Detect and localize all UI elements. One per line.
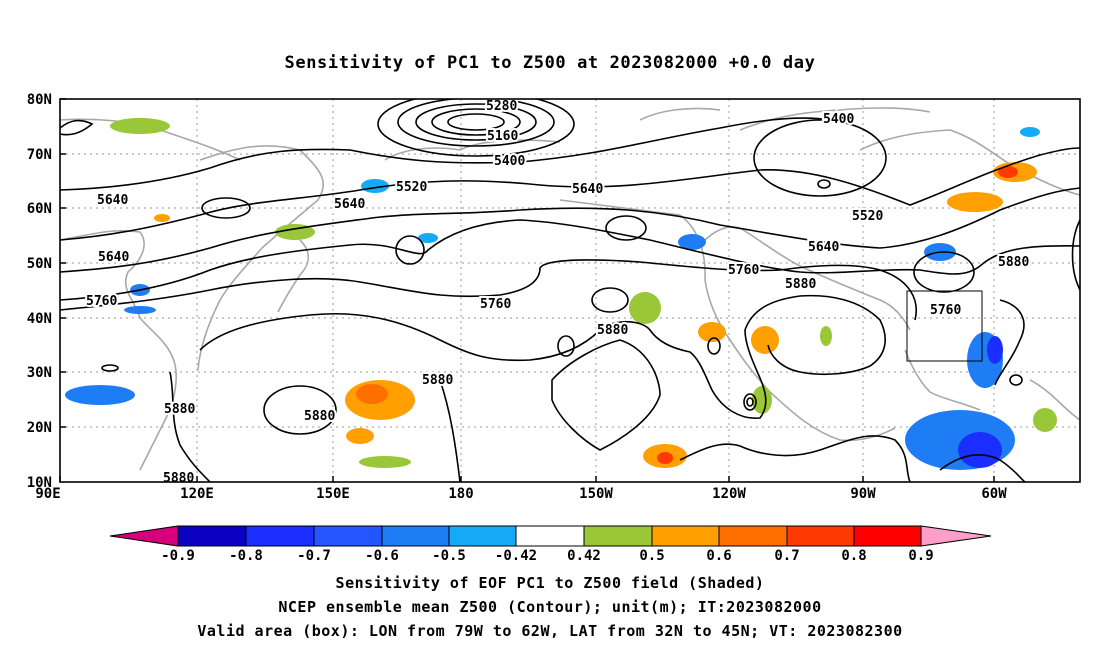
contour-label: 5640 xyxy=(808,240,839,255)
caption-line-2: NCEP ensemble mean Z500 (Contour); unit(… xyxy=(278,598,822,616)
contour-label: 5520 xyxy=(852,209,883,224)
figure-title: Sensitivity of PC1 to Z500 at 2023082000… xyxy=(285,53,816,73)
contour-label: 5280 xyxy=(486,99,517,114)
lon-label-60w: 60W xyxy=(981,486,1007,502)
colorbar-cell xyxy=(651,525,720,547)
lat-label-60n: 60N xyxy=(27,201,52,217)
colorbar-cell xyxy=(718,525,788,547)
colorbar-label: 0.9 xyxy=(908,548,933,564)
contour-label: 5880 xyxy=(164,402,195,417)
lon-label-90e: 90E xyxy=(35,486,60,502)
contour-label: 5640 xyxy=(334,197,365,212)
contour-label: 5760 xyxy=(86,294,117,309)
lon-label-120e: 120E xyxy=(180,486,214,502)
lat-label-50n: 50N xyxy=(27,256,52,272)
lon-label-90w: 90W xyxy=(850,486,876,502)
contour-label: 5640 xyxy=(98,250,129,265)
lon-label-120w: 120W xyxy=(712,486,746,502)
contour-label: 5880 xyxy=(163,471,194,486)
colorbar-label: 0.8 xyxy=(841,548,866,564)
colorbar-label: -0.9 xyxy=(161,548,195,564)
colorbar-cell xyxy=(313,525,383,547)
colorbar xyxy=(109,525,992,547)
colorbar-label: -0.7 xyxy=(297,548,331,564)
colorbar-cell xyxy=(583,525,653,547)
lat-label-40n: 40N xyxy=(27,311,52,327)
contour-label: 5160 xyxy=(487,129,518,144)
colorbar-label: -0.6 xyxy=(365,548,399,564)
colorbar-cell xyxy=(448,525,517,547)
axis-ticks xyxy=(59,98,995,482)
contour-label: 5880 xyxy=(304,409,335,424)
contour-labels: 5280 5160 5400 5400 5520 5640 5520 5640 … xyxy=(84,99,1031,486)
z500-contours xyxy=(60,99,1080,482)
contour-label: 5520 xyxy=(396,180,427,195)
colorbar-cell xyxy=(177,525,247,547)
lat-label-20n: 20N xyxy=(27,420,52,436)
lat-label-10n: 10N xyxy=(27,475,52,491)
lon-labels: 90E 120E 150E 180 150W 120W 90W 60W xyxy=(35,486,1007,502)
contour-label: 5760 xyxy=(728,263,759,278)
contour-label: 5400 xyxy=(494,154,525,169)
colorbar-cell xyxy=(109,525,179,547)
sensitivity-shading xyxy=(65,118,1057,470)
contour-label: 5640 xyxy=(97,193,128,208)
valid-area-box xyxy=(906,290,983,362)
colorbar-label: 0.6 xyxy=(706,548,731,564)
colorbar-cell xyxy=(515,525,585,547)
lon-label-150w: 150W xyxy=(579,486,613,502)
colorbar-cell xyxy=(245,525,315,547)
contour-label: 5640 xyxy=(572,182,603,197)
lat-label-70n: 70N xyxy=(27,147,52,163)
contour-label: 5760 xyxy=(930,303,961,318)
colorbar-label: -0.5 xyxy=(432,548,466,564)
colorbar-label: 0.7 xyxy=(774,548,799,564)
colorbar-cell xyxy=(920,525,992,547)
lat-label-30n: 30N xyxy=(27,365,52,381)
colorbar-labels: -0.9 -0.8 -0.7 -0.6 -0.5 -0.42 0.42 0.5 … xyxy=(161,548,934,564)
contour-label: 5880 xyxy=(597,323,628,338)
lon-label-180: 180 xyxy=(448,486,473,502)
colorbar-label: 0.5 xyxy=(639,548,664,564)
lon-label-150e: 150E xyxy=(316,486,350,502)
lat-label-80n: 80N xyxy=(27,92,52,108)
map-frame xyxy=(59,98,1081,483)
map-plot-area: 5280 5160 5400 5400 5520 5640 5520 5640 … xyxy=(60,99,1080,486)
caption-line-1: Sensitivity of EOF PC1 to Z500 field (Sh… xyxy=(335,574,765,592)
colorbar-cell xyxy=(381,525,450,547)
contour-label: 5760 xyxy=(480,297,511,312)
colorbar-label: 0.42 xyxy=(567,548,601,564)
contour-label: 5880 xyxy=(422,373,453,388)
colorbar-cell xyxy=(853,525,922,547)
caption-line-3: Valid area (box): LON from 79W to 62W, L… xyxy=(197,622,903,640)
lat-labels: 80N 70N 60N 50N 40N 30N 20N 10N xyxy=(27,92,52,491)
contour-label: 5880 xyxy=(998,255,1029,270)
colorbar-cell xyxy=(786,525,855,547)
contour-label: 5880 xyxy=(785,277,816,292)
colorbar-label: -0.42 xyxy=(495,548,537,564)
colorbar-label: -0.8 xyxy=(229,548,263,564)
contour-label: 5400 xyxy=(823,112,854,127)
